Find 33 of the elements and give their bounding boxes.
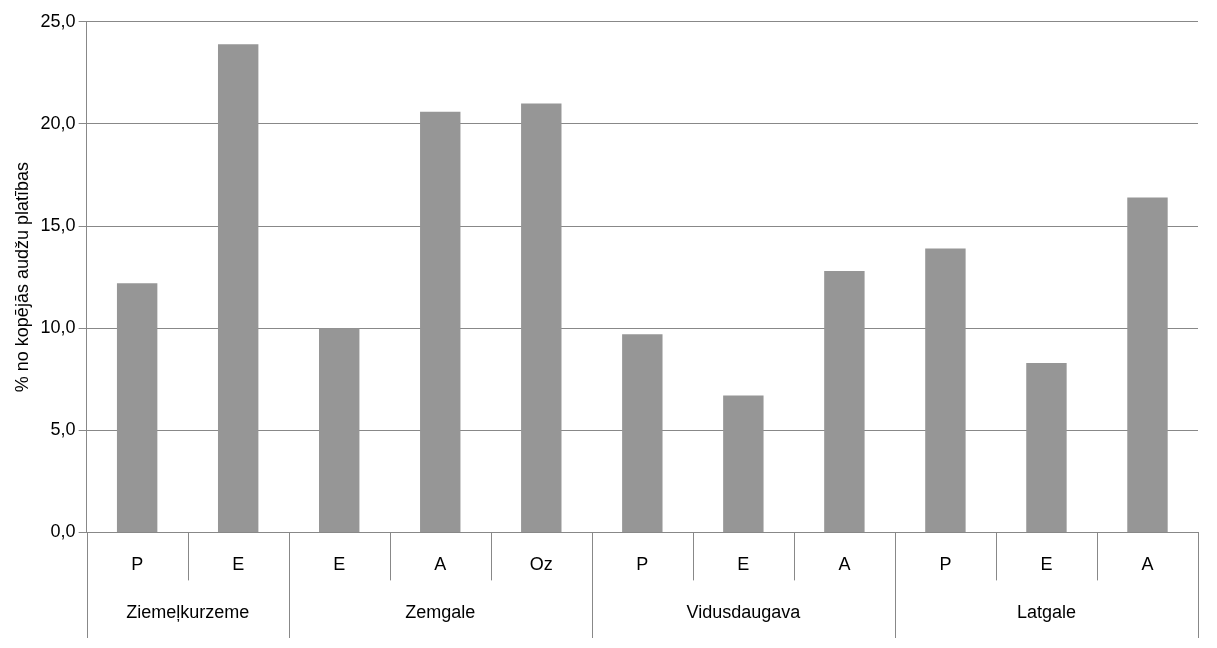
x-tick-label: P bbox=[939, 554, 952, 575]
bar bbox=[217, 44, 259, 532]
y-tick-label: 15,0 bbox=[40, 215, 76, 236]
x-tick-label: E bbox=[232, 554, 245, 575]
x-tick-label: A bbox=[1141, 554, 1154, 575]
y-tick-label: 20,0 bbox=[40, 112, 76, 133]
x-tick-label: A bbox=[434, 554, 447, 575]
x-tick-label: Oz bbox=[529, 554, 553, 575]
y-axis-title: % no kopējās audžu platības bbox=[11, 162, 32, 393]
x-tick-label: A bbox=[838, 554, 851, 575]
bar bbox=[622, 334, 663, 532]
y-tick-label: 25,0 bbox=[40, 10, 76, 31]
bar bbox=[420, 111, 461, 532]
bar bbox=[116, 283, 158, 532]
y-tick-label: 0,0 bbox=[50, 521, 76, 542]
bar bbox=[824, 270, 865, 532]
bar bbox=[1026, 362, 1067, 532]
x-tick-label: P bbox=[636, 554, 649, 575]
x-tick-label: E bbox=[737, 554, 750, 575]
bar bbox=[1127, 197, 1168, 532]
y-tick-label: 10,0 bbox=[40, 317, 76, 338]
x-tick-label: E bbox=[1040, 554, 1053, 575]
text: Ziemeļkurzeme bbox=[126, 602, 250, 623]
text: Vidusdaugava bbox=[686, 602, 802, 623]
bar bbox=[925, 248, 966, 532]
bar bbox=[521, 103, 562, 532]
text: Zemgale bbox=[405, 602, 476, 623]
bar bbox=[319, 328, 360, 532]
x-tick-label: E bbox=[333, 554, 346, 575]
y-tick-label: 5,0 bbox=[50, 419, 76, 440]
bar bbox=[723, 395, 764, 532]
text: Latgale bbox=[1016, 602, 1076, 623]
x-tick-label: P bbox=[131, 554, 144, 575]
